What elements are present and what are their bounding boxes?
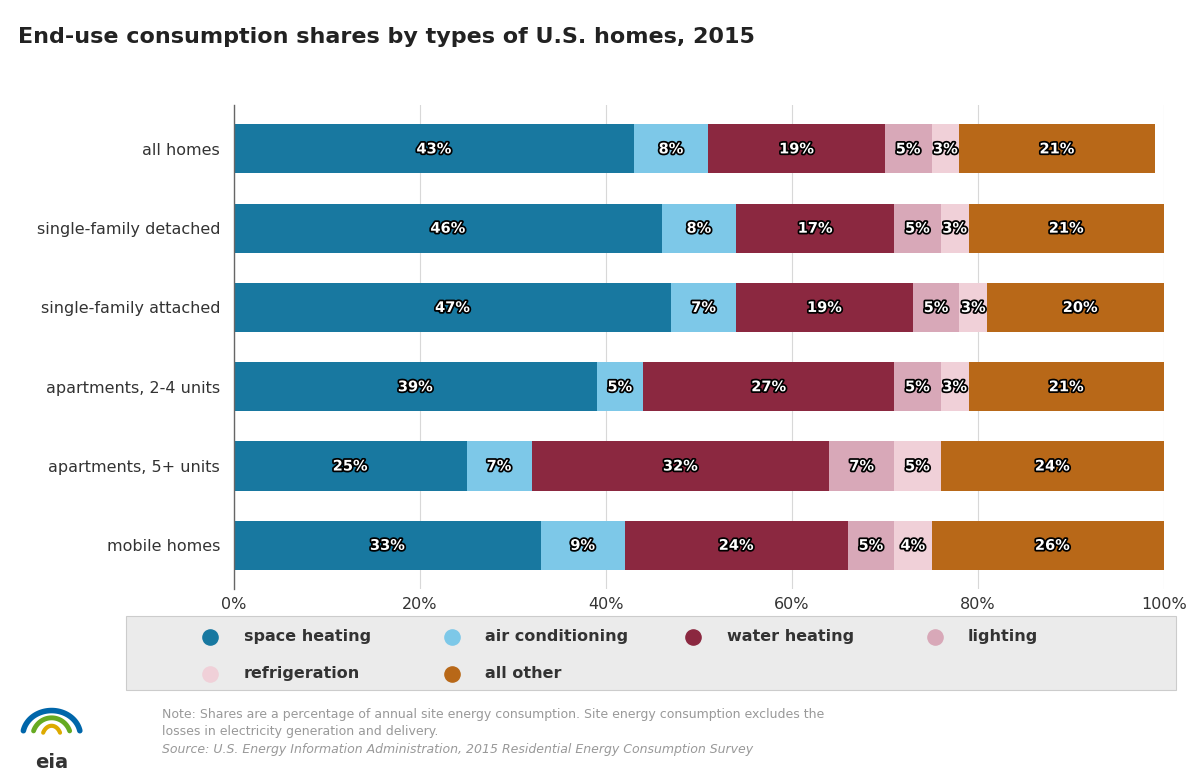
Bar (960, 283, 988, 332)
Text: air conditioning: air conditioning (485, 629, 629, 644)
Text: 32%: 32% (662, 459, 698, 473)
Point (925, 631, 944, 644)
Text: 19%: 19% (806, 300, 842, 315)
Text: 5%: 5% (858, 537, 883, 553)
Text: 5%: 5% (905, 459, 930, 473)
Bar (894, 521, 931, 570)
Text: 5%: 5% (905, 379, 930, 394)
Bar (968, 204, 1164, 253)
Bar (931, 124, 960, 173)
Bar (234, 521, 541, 570)
Text: 8%: 8% (659, 141, 684, 157)
Point (442, 668, 461, 680)
Text: Note: Shares are a percentage of annual site energy consumption. Site energy con: Note: Shares are a percentage of annual … (162, 708, 824, 722)
Text: 3%: 3% (942, 379, 967, 394)
Bar (931, 521, 1174, 570)
Bar (541, 521, 625, 570)
Text: 3%: 3% (934, 141, 958, 157)
Bar (886, 124, 931, 173)
Text: 39%: 39% (398, 379, 433, 394)
Text: 26%: 26% (1034, 537, 1070, 553)
Text: 3%: 3% (961, 300, 985, 315)
Bar (234, 283, 671, 332)
Text: 5%: 5% (895, 141, 920, 157)
Text: 20%: 20% (1063, 300, 1098, 315)
Bar (968, 362, 1164, 411)
Text: 7%: 7% (691, 300, 716, 315)
Bar (708, 124, 886, 173)
Point (684, 631, 703, 644)
Text: 9%: 9% (570, 537, 595, 553)
Text: eia: eia (35, 753, 68, 771)
Text: 47%: 47% (436, 300, 470, 315)
Bar (848, 521, 894, 570)
Bar (643, 362, 894, 411)
Text: 21%: 21% (1049, 221, 1084, 236)
Text: lighting: lighting (968, 629, 1038, 644)
Bar (941, 204, 968, 253)
Text: 7%: 7% (850, 459, 874, 473)
Text: 5%: 5% (607, 379, 632, 394)
Bar (634, 124, 708, 173)
Bar (532, 441, 829, 491)
FancyBboxPatch shape (126, 616, 1176, 690)
Text: 24%: 24% (719, 537, 754, 553)
Text: refrigeration: refrigeration (244, 666, 360, 682)
Text: 8%: 8% (686, 221, 712, 236)
Text: 5%: 5% (905, 221, 930, 236)
Text: 4%: 4% (900, 537, 925, 553)
Text: 19%: 19% (779, 141, 815, 157)
Text: 3%: 3% (942, 221, 967, 236)
Text: 25%: 25% (332, 459, 368, 473)
Bar (894, 441, 941, 491)
Text: 27%: 27% (751, 379, 786, 394)
Bar (941, 441, 1164, 491)
Bar (960, 124, 1154, 173)
Bar (737, 204, 894, 253)
Bar (894, 362, 941, 411)
Bar (596, 362, 643, 411)
Bar (737, 283, 913, 332)
Bar (894, 204, 941, 253)
Text: Source: U.S. Energy Information Administration, 2015 Residential Energy Consumpt: Source: U.S. Energy Information Administ… (162, 743, 754, 756)
Text: all other: all other (485, 666, 562, 682)
Text: 46%: 46% (431, 221, 466, 236)
Bar (829, 441, 894, 491)
Bar (625, 521, 848, 570)
Text: 21%: 21% (1039, 141, 1075, 157)
Text: End-use consumption shares by types of U.S. homes, 2015: End-use consumption shares by types of U… (18, 27, 755, 48)
Point (442, 631, 461, 644)
Text: 43%: 43% (416, 141, 451, 157)
Bar (234, 124, 634, 173)
Point (200, 631, 220, 644)
Point (200, 668, 220, 680)
Bar (662, 204, 736, 253)
Bar (913, 283, 960, 332)
Bar (988, 283, 1174, 332)
Bar (941, 362, 968, 411)
Text: losses in electricity generation and delivery.: losses in electricity generation and del… (162, 725, 438, 738)
Text: 24%: 24% (1034, 459, 1070, 473)
Text: water heating: water heating (727, 629, 853, 644)
Bar (234, 204, 662, 253)
Text: 5%: 5% (924, 300, 949, 315)
Bar (467, 441, 532, 491)
Bar (671, 283, 737, 332)
Text: 33%: 33% (370, 537, 404, 553)
Bar (234, 441, 467, 491)
Bar (234, 362, 596, 411)
Text: 21%: 21% (1049, 379, 1084, 394)
Text: space heating: space heating (244, 629, 371, 644)
Text: 17%: 17% (798, 221, 833, 236)
Text: 7%: 7% (487, 459, 511, 473)
